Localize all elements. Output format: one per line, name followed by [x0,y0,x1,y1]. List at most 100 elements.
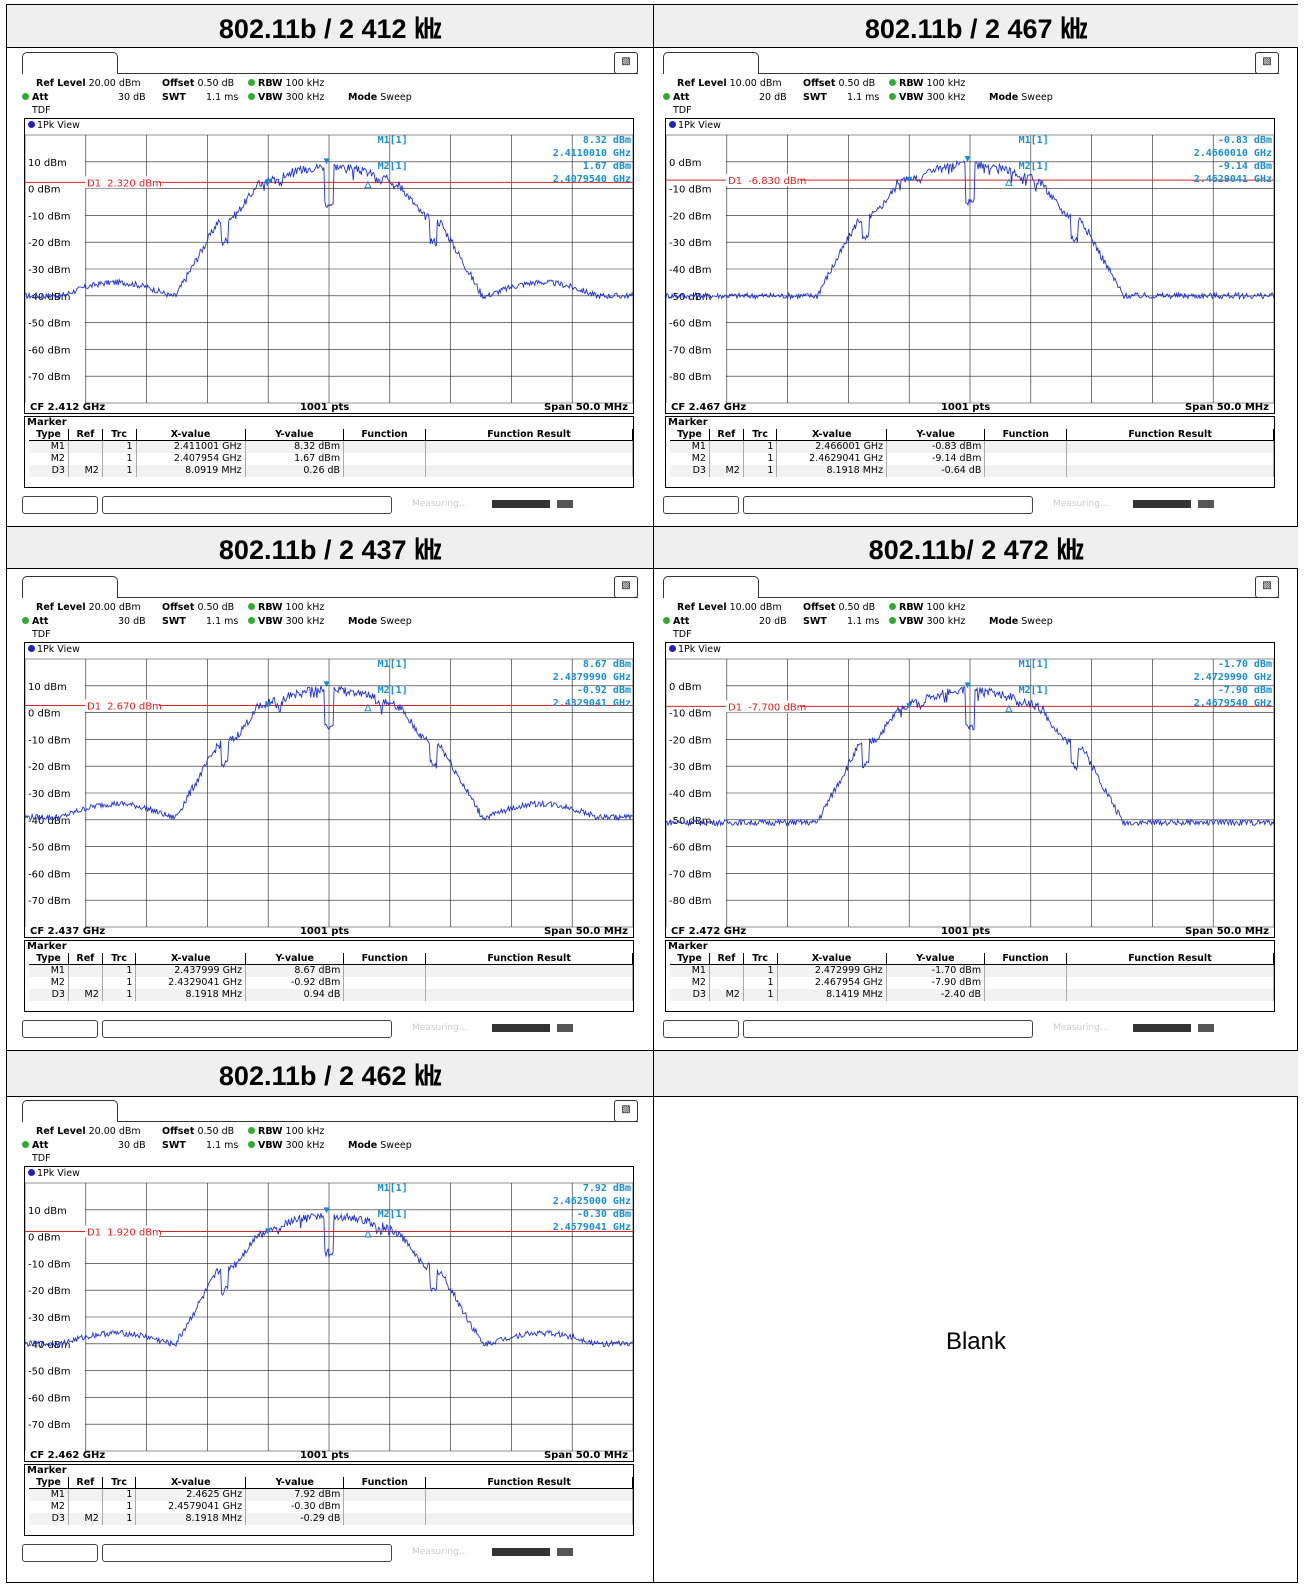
d1-name: D1 [87,178,101,189]
d1-label: D1 1.920 dBm [87,1227,162,1238]
y-tick-bg [668,787,708,799]
y-tick-label: -70 dBm [669,869,711,880]
marker-cell [343,440,426,453]
marker-col-header: Function Result [1066,429,1274,441]
spectrum-trace [666,159,1274,301]
marker-m2 [906,703,913,710]
marker-cell: 2.472999 GHz [777,964,887,977]
spectrum-panel: ▧ Ref Level 10.00 dBm Offset 0.50 dB RBW 10… [663,52,1279,522]
status-field[interactable] [663,496,739,514]
d1-name: D1 [728,176,742,187]
tdf-label: TDF [32,629,51,640]
marker-cell: M2 [68,989,103,1001]
marker-cell [343,1513,427,1525]
center-frequency: CF 2.462 GHz [30,1450,106,1461]
y-tick-label: -30 dBm [28,1313,70,1324]
marker-cell: 8.67 dBm [245,964,345,977]
y-tick-bg [27,343,67,356]
spectrum-tab[interactable] [663,576,759,598]
marker-cell: -1.70 dBm [886,964,986,977]
y-tick-label: 0 dBm [28,185,61,196]
spectrum-tab[interactable] [22,52,118,74]
status-field[interactable] [743,1020,1033,1038]
status-field[interactable] [663,1020,739,1038]
trace-dot-icon [28,121,35,128]
marker-cell: 2.466001 GHz [776,440,888,453]
status-field[interactable] [102,1544,392,1562]
marker-cell: D3 [29,989,69,1001]
status-field[interactable] [102,496,392,514]
tab-underline [118,73,638,74]
marker-cell: M1 [670,964,710,977]
att-value: 20 dB [759,616,787,627]
y-tick-label: -20 dBm [669,211,711,222]
print-icon[interactable]: ▧ [614,52,638,74]
y-tick-label: 0 dBm [28,1233,61,1244]
marker-cell [984,465,1068,477]
print-icon[interactable]: ▧ [614,576,638,598]
status-bar: Measuring... [663,494,1279,516]
marker-cell [425,453,634,465]
marker-readout: 2.4660010 GHz [1194,148,1272,159]
marker-readout: M1[1] [1019,135,1049,146]
marker-col-header: Function [343,429,426,441]
center-frequency: CF 2.412 GHz [30,402,106,413]
status-field[interactable] [743,496,1033,514]
print-icon[interactable]: ▧ [1255,52,1279,74]
marker-cell: M2 [29,977,69,989]
marker-row: M1 1 2.472999 GHz -1.70 dBm [670,964,1275,977]
marker-readout: M2[1] [1019,161,1049,172]
spectrum-tab[interactable] [22,576,118,598]
status-field[interactable] [22,1544,98,1562]
marker-cell [1066,977,1275,989]
progress-icon [557,500,573,508]
row-divider [7,1096,1297,1097]
mode-value: Sweep [380,1140,412,1151]
marker-cell [425,465,634,477]
marker-col-header: Y-value [245,953,345,965]
marker-cell [425,1513,633,1525]
marker-cell: 8.1918 MHz [135,1513,247,1525]
status-bar: Measuring... [22,1018,638,1040]
marker-d3 [364,180,372,189]
marker-readout: M2[1] [378,685,408,696]
att-value: 30 dB [118,616,146,627]
plot-area: 1Pk View 0 dBm -10 dBm -20 dBm -30 dBm -40 dB… [665,642,1275,938]
spectrum-tab[interactable] [22,1100,118,1122]
offset-value: 0.50 dB [838,78,876,89]
tab-underline [118,597,638,598]
tab-underline [759,73,1279,74]
marker-col-header: Trc [102,429,137,441]
marker-m2 [906,176,913,183]
status-field[interactable] [22,1020,98,1038]
offset-value: 0.50 dB [197,78,235,89]
marker-col-header: Trc [743,429,778,441]
print-icon[interactable]: ▧ [1255,576,1279,598]
y-tick-label: -10 dBm [669,185,711,196]
y-tick-bg [668,182,708,195]
marker-readout: 2.4379990 GHz [553,672,631,683]
spectrum-tab[interactable] [663,52,759,74]
d1-label: D1 2.670 dBm [87,701,162,712]
y-tick-label: -50 dBm [28,319,70,330]
marker-col-header: Ref [68,429,103,441]
marker-cell: -0.64 dB [886,465,986,477]
marker-cell [1066,453,1274,465]
marker-col-header: X-value [777,953,887,965]
ref-level-value: 20.00 dBm [88,1126,141,1137]
points-count: 1001 pts [299,1450,350,1461]
marker-cell: -0.92 dBm [245,977,345,989]
marker-d3 [364,1229,372,1238]
marker-cell: -2.40 dB [886,989,986,1001]
marker-cell [425,989,633,1001]
print-icon[interactable]: ▧ [614,1100,638,1122]
marker-cell [343,465,426,477]
d1-label-bg [85,1225,159,1238]
y-tick-bg [27,316,67,329]
marker-cell: -0.30 dBm [245,1501,345,1513]
marker-table-title: Marker [27,417,67,428]
y-tick-bg [27,1337,67,1350]
status-field[interactable] [102,1020,392,1038]
y-tick-label: -30 dBm [669,238,711,249]
status-field[interactable] [22,496,98,514]
